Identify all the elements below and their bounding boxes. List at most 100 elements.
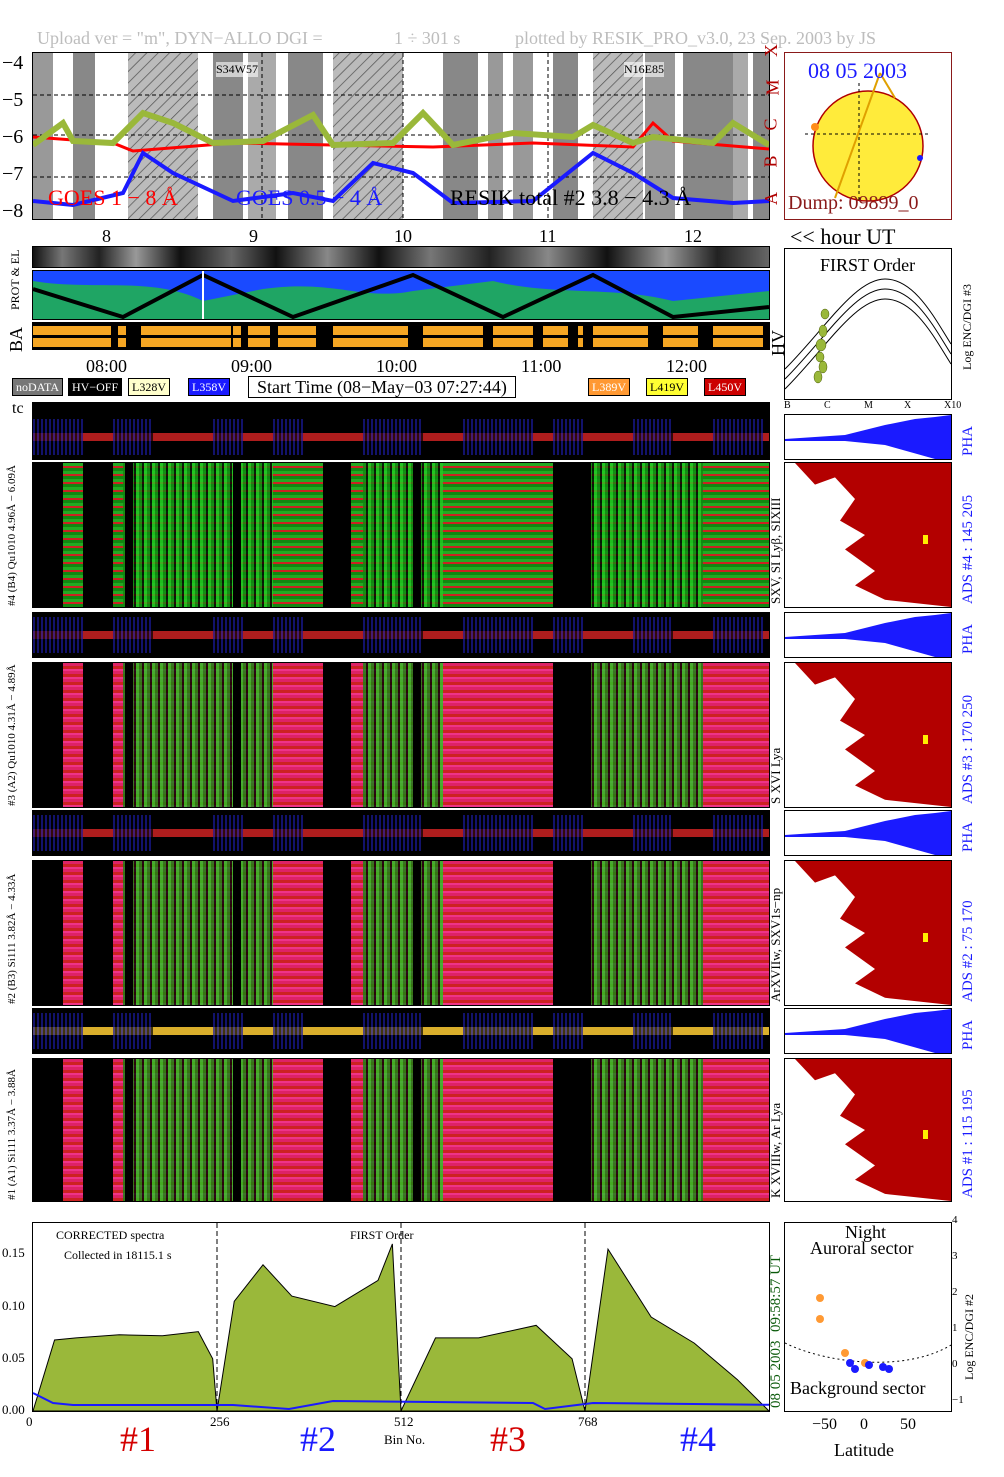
ba-segment — [118, 326, 126, 335]
spectrogram-gap — [583, 1059, 591, 1201]
pha-burst — [33, 1013, 83, 1049]
ba-segment — [248, 338, 270, 347]
pha-burst — [553, 419, 583, 455]
lat-xtick: 50 — [900, 1416, 916, 1433]
pha-histogram — [784, 1008, 952, 1054]
spectrogram-gap — [323, 663, 351, 807]
spectrum-xlabel: Bin No. — [384, 1432, 426, 1447]
lat-night-label: Night — [845, 1222, 887, 1242]
ba-segment — [578, 338, 583, 347]
spectrogram-gap — [553, 663, 583, 807]
pha-burst — [213, 617, 243, 653]
ads-histogram — [784, 662, 952, 808]
spectrum-ytick: 0.00 — [2, 1402, 25, 1417]
lat-ytick: 1 — [952, 1322, 958, 1334]
ba-segment — [423, 338, 483, 347]
first-order-plot — [785, 278, 951, 390]
ads-side-label: S XVI Lya — [768, 747, 783, 804]
ba-segment — [233, 326, 241, 335]
pha-burst — [713, 419, 763, 455]
pha-burst — [113, 419, 153, 455]
spectrogram-gap — [413, 861, 421, 1005]
spectrogram — [32, 1058, 770, 1202]
spectrogram-gap — [83, 663, 113, 807]
spectrogram-green-region — [123, 861, 273, 1005]
channel-label: #4 (B4) Qu1010 4.96Å − 6.09Å — [6, 465, 18, 606]
ba-segment — [543, 326, 568, 335]
pha-burst — [553, 1013, 583, 1049]
spectrum-area — [33, 1243, 769, 1411]
pha-burst — [553, 617, 583, 653]
particle-track-plot — [33, 271, 769, 319]
lat-xtick: −50 — [812, 1416, 838, 1433]
lat-ytick: 3 — [952, 1250, 958, 1262]
time-tick-label: 09:00 — [231, 356, 273, 376]
time-tick-label: 08:00 — [86, 356, 128, 376]
ads-histogram — [784, 860, 952, 1006]
spectrogram-gap — [233, 1059, 241, 1201]
pha-burst — [713, 1013, 763, 1049]
ads-histogram — [784, 462, 952, 608]
pha-burst — [113, 815, 153, 851]
ads-side-label: SXV, SI Lyβ, SIXIII — [768, 497, 783, 604]
spectrum-label-corrected: CORRECTED spectra — [56, 1228, 165, 1242]
first-order-xtick: B — [784, 400, 791, 411]
pha-burst — [463, 1013, 533, 1049]
pha-strip — [32, 612, 770, 658]
spectrogram-gap — [553, 463, 583, 607]
channel-label: #3 (A2) Qu1010 4.31Å − 4.89Å — [6, 664, 18, 806]
flare-class-letter: X — [761, 44, 781, 57]
pha-burst — [553, 815, 583, 851]
section-label: #1 — [120, 1419, 156, 1459]
sun-disk-plot — [805, 72, 931, 203]
ba-segment — [233, 338, 241, 347]
legend-l328: L328V — [128, 378, 170, 396]
ba-segment — [333, 326, 408, 335]
pha-label: PHA — [960, 821, 976, 852]
spectrogram-gap — [83, 463, 113, 607]
latitude-panel — [784, 1222, 952, 1412]
header-plotted: plotted by RESIK_PRO_v3.0, 23 Sep. 2003 … — [515, 28, 877, 48]
legend-l419: L419V — [646, 378, 688, 396]
goes-short-curve — [33, 150, 769, 208]
ba-segment — [141, 338, 231, 347]
goes-long-curve — [33, 120, 769, 153]
lat-auroral-label: Auroral sector — [810, 1238, 914, 1258]
ba-segment — [33, 338, 111, 347]
spectrum-time: 09:58:57 UT — [768, 1254, 784, 1332]
spectrum-xtick: 256 — [210, 1414, 230, 1429]
pha-burst — [213, 815, 243, 851]
prot-el-strip — [32, 246, 770, 268]
first-order-xtick: M — [864, 400, 873, 411]
first-order-panel — [784, 248, 952, 400]
spectrogram-gap — [233, 463, 241, 607]
legend-nodata: noDATA — [12, 378, 64, 396]
legend-l389: L389V — [588, 378, 630, 396]
spectrogram-gap — [413, 1059, 421, 1201]
spectrum-blue-line — [33, 1392, 769, 1411]
spectrum-ytick: 0.10 — [2, 1297, 25, 1313]
spectrum-xtick: 768 — [578, 1414, 598, 1429]
header-range: 1 ÷ 301 s — [394, 28, 461, 48]
goes-short-label: GOES 0.5 − 4 Å — [236, 185, 383, 210]
pha-burst — [113, 1013, 153, 1049]
ba-segment — [33, 326, 111, 335]
spectrogram-green-region — [123, 663, 273, 807]
pha-label: PHA — [960, 1019, 976, 1050]
pha-strip — [32, 810, 770, 856]
ba-segment — [663, 326, 698, 335]
region-label-1: S34W57 — [216, 62, 258, 77]
spectrum-xtick: 0 — [26, 1414, 33, 1429]
legend-start-time: Start Time (08−May−03 07:27:44) — [248, 376, 516, 398]
pha-burst — [463, 419, 533, 455]
spectrogram-gap — [233, 861, 241, 1005]
ba-segment — [423, 326, 483, 335]
legend-hvoff: HV−OFF — [68, 378, 123, 396]
ba-segment — [713, 326, 763, 335]
spectrogram-gap — [583, 663, 591, 807]
spectrum-ytick: 0.05 — [2, 1349, 25, 1365]
goes-ytick: −7 — [2, 163, 24, 185]
lat-ytick: 4 — [952, 1214, 958, 1226]
spectrum-xtick: 512 — [394, 1414, 414, 1429]
spectrogram-gap — [125, 663, 133, 807]
